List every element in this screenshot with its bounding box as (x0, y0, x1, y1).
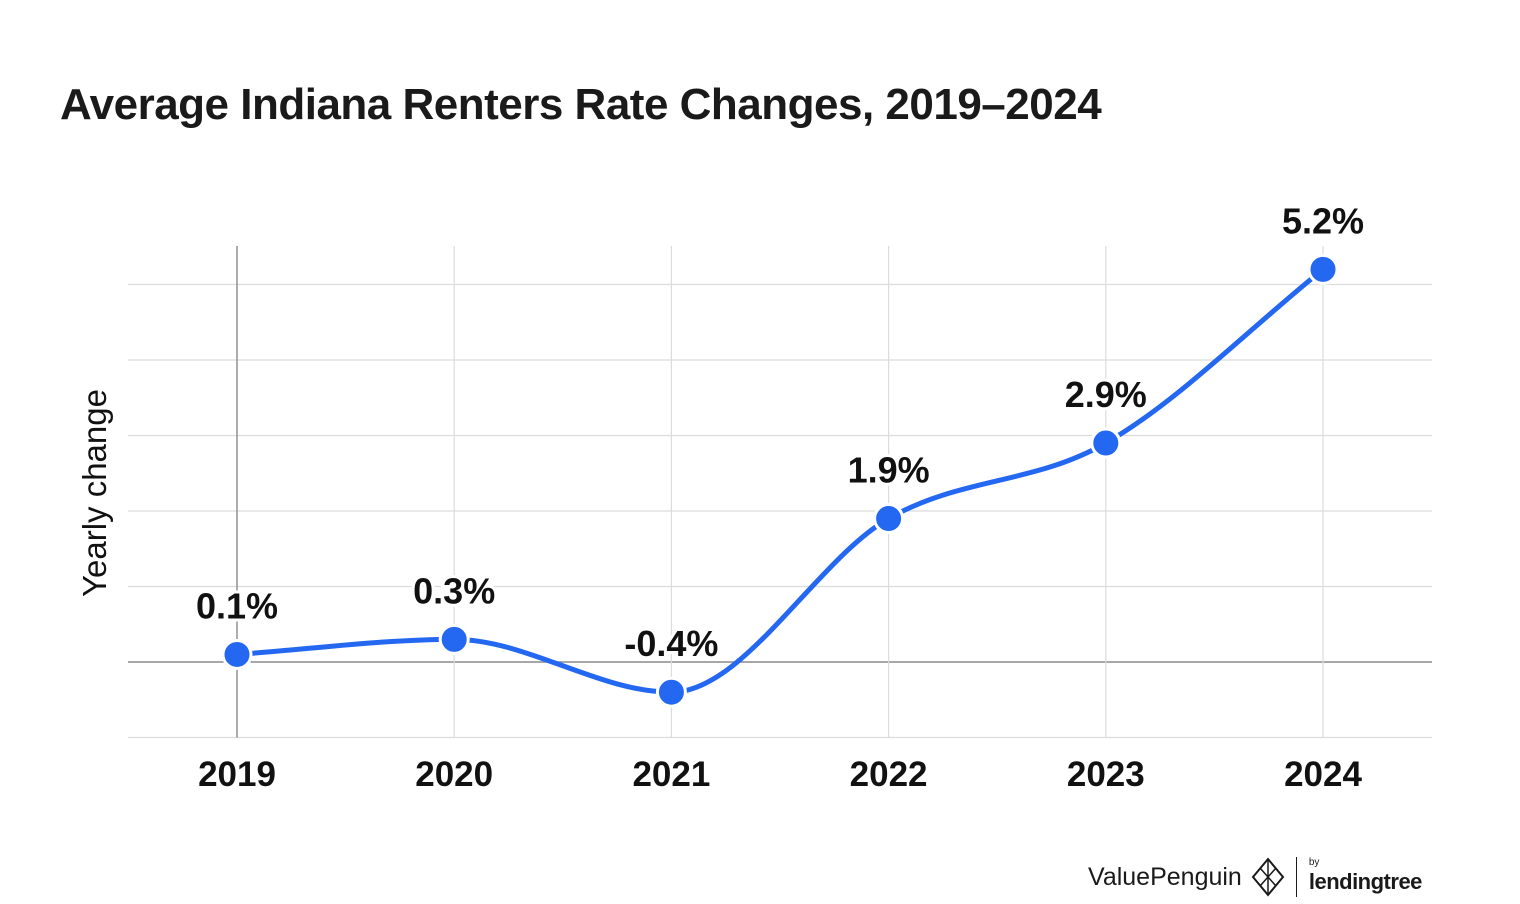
data-point (655, 676, 687, 708)
data-point (1307, 253, 1339, 285)
brand-divider (1295, 857, 1297, 897)
data-label: 0.3% (413, 570, 495, 611)
x-tick-label: 2020 (415, 755, 493, 794)
data-label: 2.9% (1065, 374, 1147, 415)
data-point (1090, 427, 1122, 459)
x-axis-ticks: 2019 2020 2021 2022 2023 2024 (198, 755, 1362, 794)
x-tick-label: 2024 (1284, 755, 1362, 794)
data-label: 0.1% (196, 585, 278, 626)
data-label: -0.4% (624, 623, 718, 664)
data-labels: 0.1% 0.3% -0.4% 1.9% 2.9% 5.2% (193, 197, 1367, 667)
data-point (873, 503, 905, 535)
x-tick-label: 2023 (1067, 755, 1145, 794)
valuepenguin-wordmark: ValuePenguin (1088, 862, 1242, 891)
line-chart: Yearly change 0.1% 0.3%-0.4%1.9%2.9%5.2% … (76, 197, 1432, 794)
data-points (221, 253, 1339, 708)
x-tick-label: 2019 (198, 755, 276, 794)
brand-by-text: by (1308, 857, 1320, 868)
series-line (234, 266, 1326, 695)
gridlines (128, 246, 1432, 739)
valuepenguin-logo-icon (1251, 857, 1285, 897)
data-label: 1.9% (848, 450, 930, 491)
chart-title: Average Indiana Renters Rate Changes, 20… (60, 80, 1102, 129)
data-point (221, 638, 253, 670)
y-axis-label: Yearly change (76, 389, 113, 597)
lendingtree-wordmark: lendingtree (1308, 869, 1423, 894)
partner-logo: by lendingtree (1308, 857, 1423, 897)
x-tick-label: 2022 (850, 755, 928, 794)
data-label: 5.2% (1282, 200, 1364, 241)
data-point (438, 623, 470, 655)
x-tick-label: 2021 (632, 755, 710, 794)
brand-footer: ValuePenguin by lendingtree (1088, 852, 1422, 902)
